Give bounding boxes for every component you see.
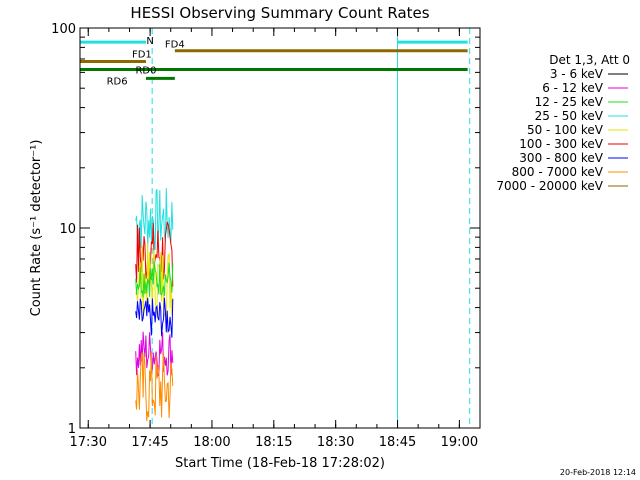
plot-area: N FD1 FD4 RD0 RD6 [79,28,471,428]
axes: 17:30 17:45 18:00 18:15 18:30 18:45 19:00 1 10 10… [51,22,481,450]
series-trace [135,261,174,298]
y-tick-label: 100 [51,22,76,37]
series-trace [135,188,174,250]
plot-frame [79,27,481,429]
series-trace [135,331,174,378]
footer-timestamp: 20-Feb-2018 12:14 [560,468,636,477]
x-tick-label: 18:15 [255,435,292,450]
legend-label: 50 - 100 keV [527,123,604,137]
flag-label: FD4 [165,40,185,51]
legend-label: 800 - 7000 keV [512,165,604,179]
legend-label: 3 - 6 keV [550,67,604,81]
x-axis-label: Start Time (18-Feb-18 17:28:02) [175,456,385,471]
flag-label: FD1 [132,49,152,60]
series-trace [135,297,174,338]
legend-label: 6 - 12 keV [542,81,604,95]
x-tick-label: 18:00 [193,435,230,450]
legend-label: 25 - 50 keV [535,109,604,123]
flag-label: RD6 [107,76,128,87]
flag-label: RD0 [135,66,156,77]
y-tick-label: 1 [68,422,76,437]
x-tick-label: 18:30 [317,435,354,450]
legend-label: 7000 - 20000 keV [496,179,603,193]
series-trace [135,351,174,422]
x-tick-label: 19:00 [441,435,478,450]
y-axis-label: Count Rate (s⁻¹ detector⁻¹) [29,140,44,317]
x-tick-label: 18:45 [379,435,416,450]
chart-title: HESSI Observing Summary Count Rates [130,4,429,22]
series-trace [135,242,174,319]
flag-label: N [146,36,153,47]
x-tick-label: 17:30 [70,435,107,450]
y-tick-label: 10 [59,222,76,237]
legend-label: 12 - 25 keV [535,95,604,109]
x-tick-label: 17:45 [131,435,168,450]
legend-title: Det 1,3, Att 0 [549,53,630,67]
legend-label: 300 - 800 keV [519,151,603,165]
legend-label: 100 - 300 keV [519,137,603,151]
